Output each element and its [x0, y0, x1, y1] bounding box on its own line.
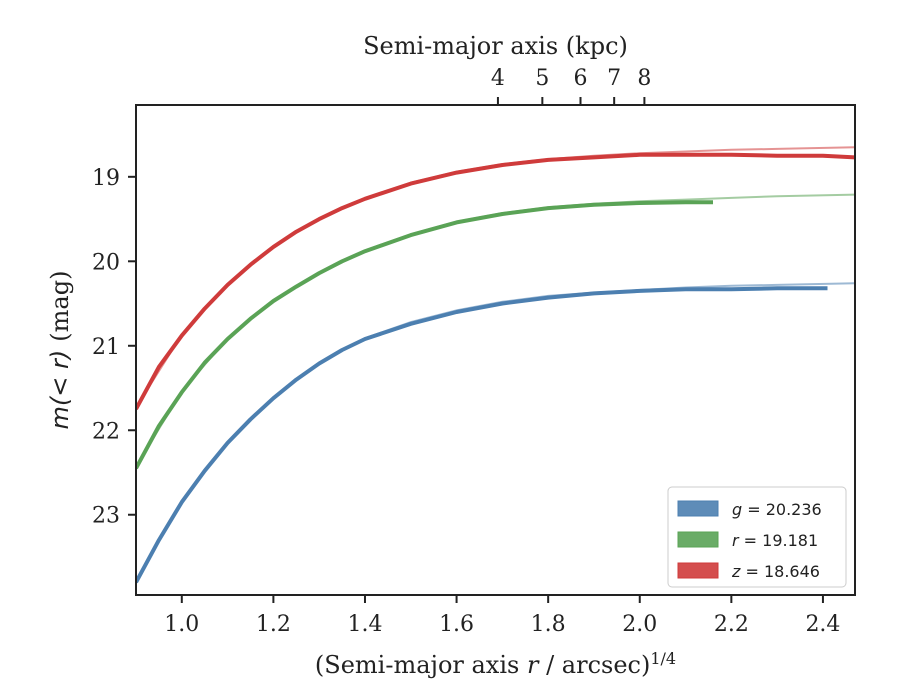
series-line-z — [136, 152, 855, 411]
plot-area — [136, 146, 855, 584]
x-tick-label: 1.2 — [256, 612, 291, 637]
legend-label-g: g = 20.236 — [732, 500, 822, 519]
x-tick-label: 2.2 — [714, 612, 749, 637]
legend-label-z: z = 18.646 — [731, 562, 820, 581]
legend-swatch-g — [677, 500, 719, 517]
y-tick-label: 19 — [92, 166, 120, 191]
x-tick-label: 1.8 — [531, 612, 566, 637]
legend-swatch-r — [677, 531, 719, 548]
top-tick-label: 8 — [637, 66, 651, 91]
series-line-r — [136, 200, 713, 470]
top-tick-label: 4 — [491, 66, 505, 91]
y-tick-label: 21 — [92, 335, 120, 360]
series-line-g — [136, 286, 828, 584]
legend-swatch-z — [677, 562, 719, 579]
legend-label-r: r = 19.181 — [732, 531, 818, 550]
top-tick-label: 7 — [607, 66, 621, 91]
top-x-axis-title: Semi-major axis (kpc) — [363, 32, 628, 60]
x-axis: 1.0 1.2 1.4 1.6 1.8 2.0 2.2 2.4 — [164, 595, 840, 637]
y-tick-label: 22 — [92, 419, 120, 444]
legend: g = 20.236 r = 19.181 z = 18.646 — [667, 486, 847, 588]
top-tick-label: 6 — [574, 66, 588, 91]
x-tick-label: 1.6 — [439, 612, 474, 637]
y-axis: 19 20 21 22 23 — [92, 166, 136, 529]
x-tick-label: 2.0 — [622, 612, 657, 637]
x-tick-label: 1.0 — [164, 612, 199, 637]
plot-frame — [135, 104, 856, 596]
model-line-z — [136, 146, 855, 408]
y-axis-title: m(< r)(mag) — [46, 271, 74, 430]
top-tick-label: 5 — [535, 66, 549, 91]
y-tick-label: 23 — [92, 504, 120, 529]
x-tick-label: 1.4 — [347, 612, 382, 637]
x-tick-label: 2.4 — [805, 612, 840, 637]
x-axis-title: (Semi-major axis r / arcsec)1/4 — [315, 649, 676, 680]
y-tick-label: 20 — [92, 250, 120, 275]
